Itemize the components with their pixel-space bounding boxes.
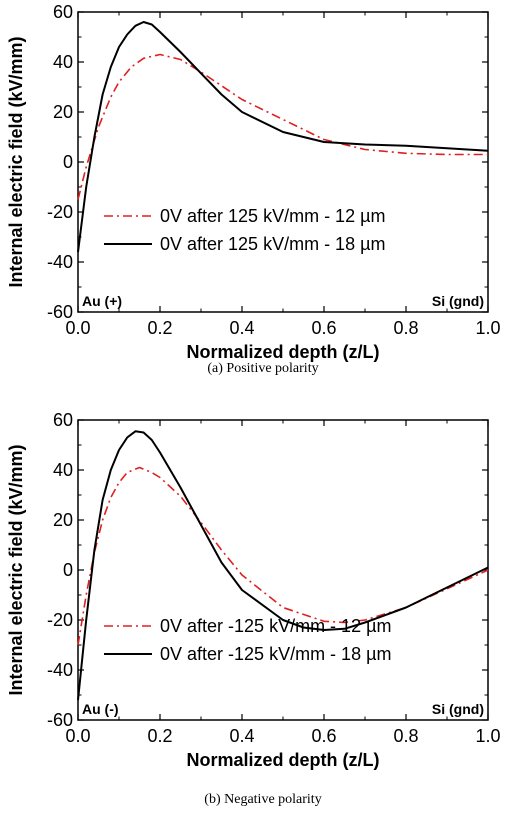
figure-caption: (a) Positive polarity [207, 361, 318, 376]
legend-label: 0V after -125 kV/mm - 18 µm [160, 644, 391, 664]
series-line-2 [77, 430, 489, 701]
y-tick-label: 60 [53, 2, 73, 22]
legend-label: 0V after -125 kV/mm - 12 µm [160, 616, 391, 636]
y-tick-label: -40 [47, 252, 73, 272]
series-line-1 [77, 53, 488, 200]
y-tick-label: -60 [47, 710, 73, 730]
y-tick-label: 0 [63, 152, 73, 172]
x-axis-title: Normalized depth (z/L) [187, 750, 380, 770]
legend-label: 0V after 125 kV/mm - 18 µm [160, 234, 385, 254]
right-electrode-label: Si (gnd) [432, 701, 484, 717]
x-tick-label: 1.0 [475, 726, 500, 746]
x-tick-label: 0.8 [393, 318, 418, 338]
y-tick-label: 40 [53, 460, 73, 480]
x-tick-label: 1.0 [475, 318, 500, 338]
right-electrode-label: Si (gnd) [432, 293, 484, 309]
y-tick-label: 20 [53, 510, 73, 530]
x-tick-label: 0.4 [229, 318, 254, 338]
x-tick-label: 0.0 [65, 726, 90, 746]
x-tick-label: 0.2 [147, 726, 172, 746]
y-tick-label: -20 [47, 202, 73, 222]
y-tick-label: 40 [53, 52, 73, 72]
y-tick-label: -20 [47, 610, 73, 630]
y-tick-label: 0 [63, 560, 73, 580]
chart-panel-a: 0.0 0.2 0.4 0.6 0.8 1.0 60 40 20 0 -20 -40 -60 Normal… [6, 2, 501, 376]
x-tick-label: 0.2 [147, 318, 172, 338]
y-axis-title: Internal electric field (kV/mm) [6, 36, 26, 287]
legend-label: 0V after 125 kV/mm - 12 µm [160, 206, 385, 226]
x-tick-label: 0.4 [229, 726, 254, 746]
x-tick-label: 0.6 [311, 318, 336, 338]
chart-panel-b: 0.0 0.2 0.4 0.6 0.8 1.0 60 40 20 0 -20 -40 -60 Normal… [6, 410, 501, 807]
x-axis-title: Normalized depth (z/L) [187, 342, 380, 362]
figure-caption: (b) Negative polarity [204, 792, 321, 807]
left-electrode-label: Au (+) [82, 293, 122, 309]
plot-frame [77, 419, 489, 721]
x-tick-label: 0.8 [393, 726, 418, 746]
y-tick-label: 20 [53, 102, 73, 122]
x-tick-label: 0.6 [311, 726, 336, 746]
y-axis-title: Internal electric field (kV/mm) [6, 444, 26, 695]
y-tick-label: 60 [53, 410, 73, 430]
plot-frame [77, 11, 489, 313]
series-line-1 [77, 466, 489, 646]
y-tick-label: -60 [47, 302, 73, 322]
y-tick-label: -40 [47, 660, 73, 680]
left-electrode-label: Au (-) [82, 701, 119, 717]
series-line-2 [77, 21, 489, 253]
x-tick-label: 0.0 [65, 318, 90, 338]
